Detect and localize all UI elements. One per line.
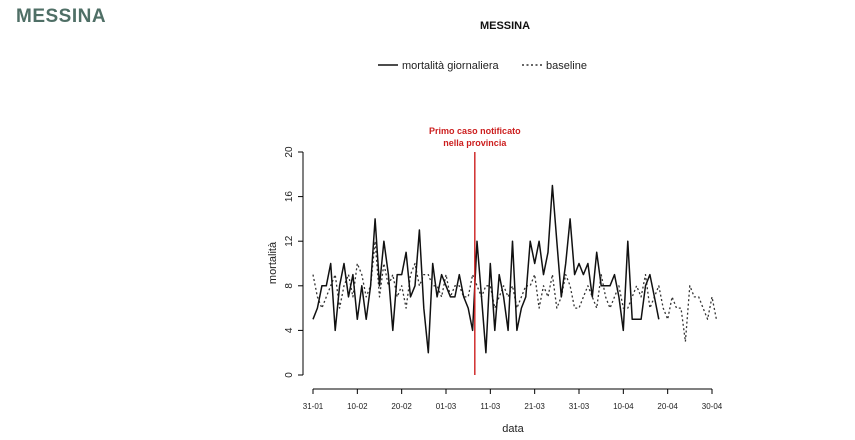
- series-layer: [312, 184, 718, 354]
- x-tick-label: 21-03: [524, 402, 545, 411]
- x-axis-title: data: [502, 423, 524, 435]
- y-tick-label: 20: [284, 146, 295, 158]
- x-tick-label: 10-04: [613, 402, 634, 411]
- y-tick-label: 12: [284, 235, 295, 247]
- legend-label-daily: mortalità giornaliera: [402, 60, 499, 72]
- x-tick-label: 10-02: [347, 402, 368, 411]
- y-tick-label: 4: [284, 327, 295, 333]
- y-tick-label: 0: [284, 372, 295, 378]
- y-tick-label: 16: [284, 191, 295, 203]
- annotation-line-1: Primo caso notificato: [429, 126, 521, 136]
- x-tick-label: 30-04: [702, 402, 723, 411]
- daily-mortality-line: [312, 184, 660, 354]
- legend: mortalità giornaliera baseline: [378, 60, 587, 72]
- x-tick-label: 20-04: [657, 402, 678, 411]
- y-tick-label: 8: [284, 283, 295, 289]
- x-axis: 31-01 10-02 20-02 01-03 11-03 21-03 31-03 10-04…: [303, 388, 723, 411]
- y-axis: 0 4 8 12 16 20: [284, 146, 304, 378]
- x-tick-label: 31-03: [569, 402, 590, 411]
- x-tick-label: 01-03: [436, 402, 457, 411]
- first-case-annotation: Primo caso notificato nella provincia: [429, 126, 521, 375]
- legend-label-baseline: baseline: [546, 60, 587, 72]
- x-tick-label: 11-03: [480, 402, 500, 411]
- x-tick-label: 31-01: [303, 402, 324, 411]
- page-heading: MESSINA: [16, 6, 107, 27]
- annotation-line-2: nella provincia: [443, 138, 507, 148]
- y-axis-title: mortalità: [267, 241, 279, 284]
- x-tick-label: 20-02: [391, 402, 412, 411]
- chart-title: MESSINA: [480, 20, 530, 32]
